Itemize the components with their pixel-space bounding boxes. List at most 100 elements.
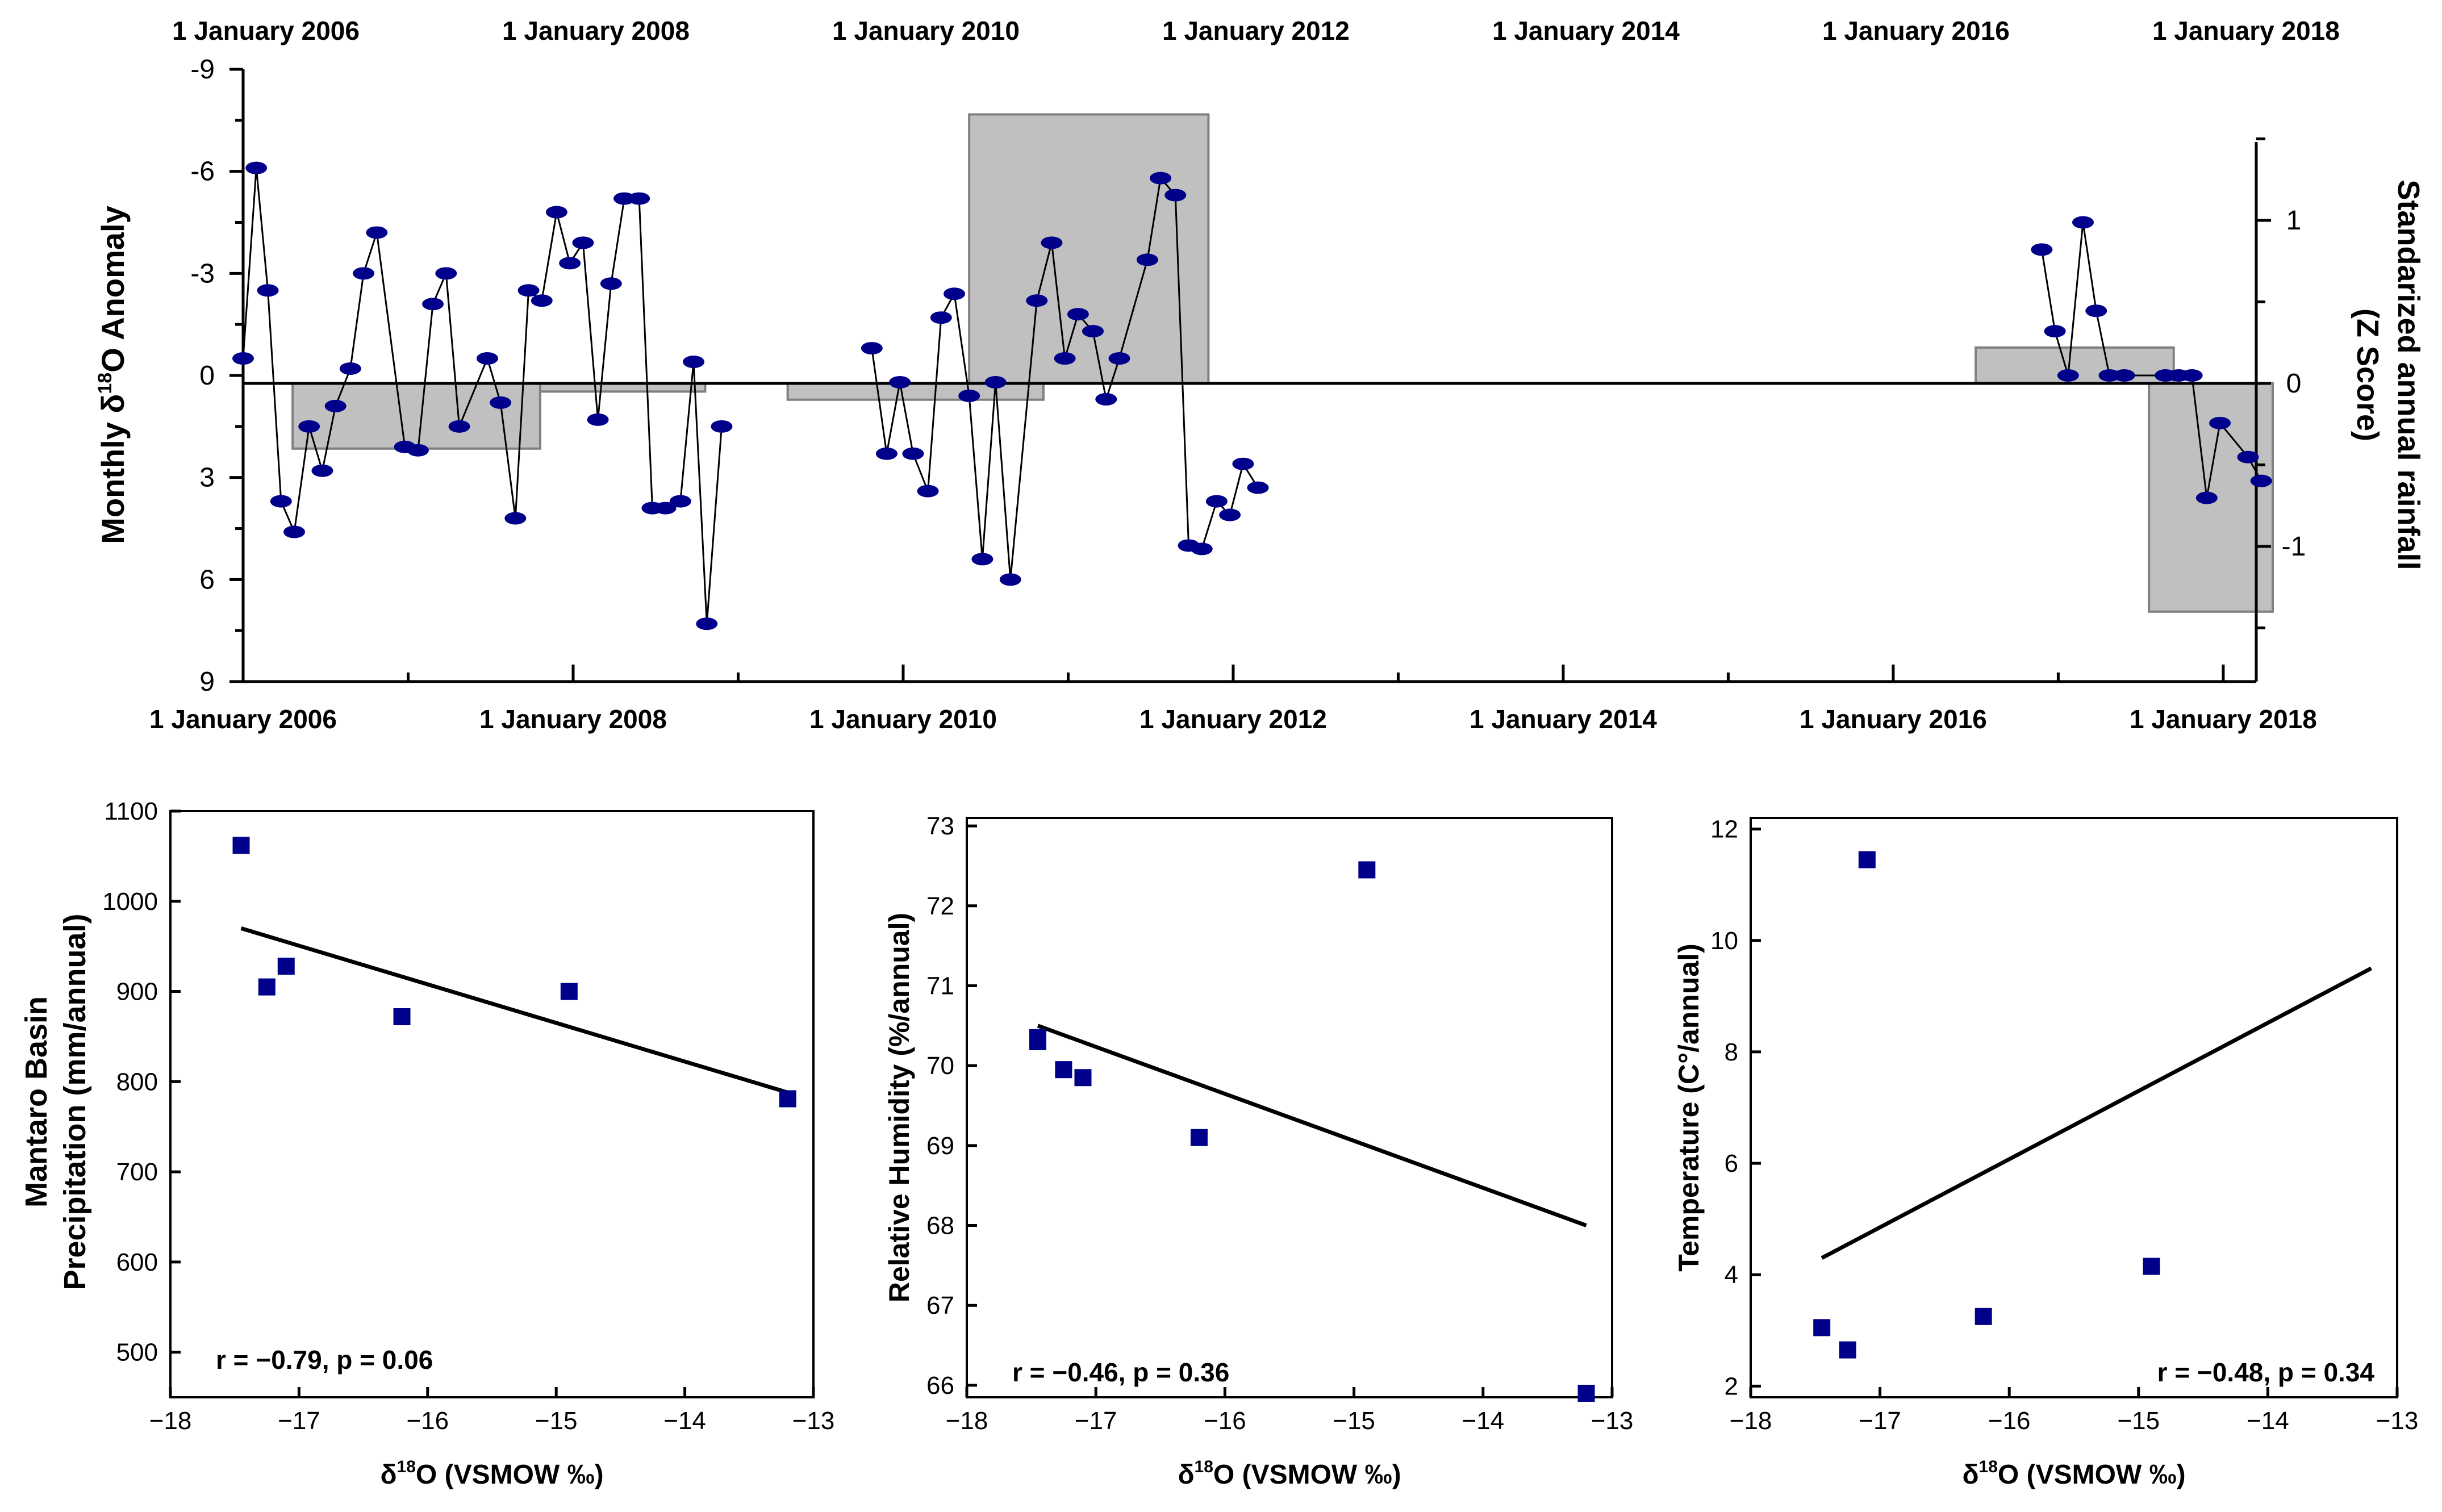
x-date-label-top: 1 January 2018 <box>2152 16 2340 45</box>
y-tick-label: 1000 <box>102 888 158 916</box>
x-axis-label: δ18O (VSMOW ‰) <box>380 1457 603 1490</box>
anomaly-line <box>2040 222 2262 498</box>
stat-annotation: r = −0.79, p = 0.06 <box>216 1345 433 1375</box>
stat-annotation: r = −0.48, p = 0.34 <box>2157 1358 2375 1387</box>
x-axis-label: δ18O (VSMOW ‰) <box>1178 1457 1401 1490</box>
anomaly-point <box>875 447 898 460</box>
y-axis-label: Temperature (C°/annual) <box>1673 943 1705 1272</box>
data-point <box>393 1008 411 1025</box>
y-tick-label: 3 <box>199 463 215 493</box>
y-tick-label: 0 <box>199 361 215 391</box>
anomaly-point <box>1150 172 1172 185</box>
anomaly-point <box>476 352 498 365</box>
anomaly-point <box>1247 481 1269 494</box>
x-label-delta: δ <box>1178 1460 1194 1490</box>
anomaly-point <box>531 294 553 307</box>
anomaly-point <box>2181 369 2203 382</box>
anomaly-point <box>407 444 429 457</box>
anomaly-point <box>917 484 939 498</box>
anomaly-point <box>587 413 609 426</box>
y-axis-label: Monthly δ18O Anomaly <box>94 206 131 544</box>
anomaly-point <box>600 277 622 290</box>
anomaly-point <box>422 298 444 311</box>
x-tick-label: −15 <box>535 1407 578 1435</box>
x-tick-label: −17 <box>1859 1407 1901 1435</box>
anomaly-point <box>490 396 512 409</box>
x-tick-label: −16 <box>1988 1407 2031 1435</box>
anomaly-point <box>999 573 1021 586</box>
y-tick-label: -3 <box>190 258 215 289</box>
data-point <box>277 958 295 975</box>
y-tick-label: 600 <box>116 1248 158 1276</box>
anomaly-point <box>2113 369 2135 382</box>
y-tick-label: 9 <box>199 667 215 697</box>
x-tick-label: −16 <box>406 1407 449 1435</box>
anomaly-point <box>1164 189 1187 202</box>
y-tick-label: 67 <box>926 1292 954 1319</box>
x-label-tail: O (VSMOW ‰) <box>416 1460 604 1490</box>
anomaly-point <box>324 399 347 412</box>
x-date-label-top: 1 January 2016 <box>1822 16 2010 45</box>
anomaly-point <box>559 257 581 270</box>
anomaly-point <box>366 226 388 239</box>
anomaly-point <box>1067 308 1089 321</box>
anomaly-point <box>1095 392 1117 406</box>
data-point <box>1190 1129 1208 1146</box>
anomaly-point <box>889 375 911 389</box>
x-tick-label: −14 <box>1462 1407 1504 1435</box>
x-date-label-bottom: 1 January 2012 <box>1139 704 1327 734</box>
anomaly-point <box>2072 216 2094 229</box>
anomaly-point <box>628 192 650 205</box>
x-date-label-top: 1 January 2008 <box>502 16 690 45</box>
y2-tick-label: 0 <box>2286 369 2302 399</box>
data-point <box>1358 861 1376 879</box>
plot-frame <box>169 810 815 1398</box>
x-date-label-top: 1 January 2012 <box>1162 16 1350 45</box>
y-tick-label: 700 <box>116 1158 158 1186</box>
x-tick-label: −18 <box>149 1407 192 1435</box>
y2-axis-label-line1: Standarized annual rainfall <box>2391 179 2426 570</box>
anomaly-point <box>613 192 636 205</box>
anomaly-point <box>232 352 254 365</box>
y-tick-label: 900 <box>116 978 158 1006</box>
y-tick-label: 500 <box>116 1339 158 1367</box>
y-tick-label: 66 <box>926 1372 954 1400</box>
anomaly-point <box>270 495 292 508</box>
anomaly-point <box>245 161 268 174</box>
rainfall-bar <box>786 382 1045 401</box>
x-date-label-bottom: 1 January 2008 <box>479 704 667 734</box>
anomaly-point <box>1041 236 1063 249</box>
y2-axis-label-line2: (Z Score) <box>2351 308 2385 441</box>
x-label-delta: δ <box>1962 1460 1978 1490</box>
regression-line <box>1821 966 2373 1260</box>
data-point <box>560 983 578 1000</box>
anomaly-point <box>2195 491 2218 504</box>
anomaly-point <box>696 617 718 630</box>
anomaly-point <box>683 356 705 369</box>
anomaly-point <box>1219 508 1241 521</box>
precipitation-scatter: −18 −17 −16 −15 −14 −13 500 600 700 800 900 1000 110… <box>19 797 834 1490</box>
y-tick-label: 12 <box>1710 816 1738 843</box>
data-point <box>1055 1061 1072 1079</box>
anomaly-point <box>902 447 924 460</box>
anomaly-point <box>435 267 457 280</box>
x-tick-label: −17 <box>1075 1407 1117 1435</box>
y-tick-label: -6 <box>190 157 215 187</box>
data-point <box>1074 1069 1092 1087</box>
anomaly-point <box>984 375 1007 389</box>
y-axis-label-line1: Mantaro Basin <box>19 996 53 1208</box>
anomaly-point <box>1205 495 1228 508</box>
y-tick-label: 1100 <box>104 797 158 825</box>
x-label-sup: 18 <box>397 1457 416 1476</box>
y-tick-label: 8 <box>1725 1038 1738 1066</box>
x-label-delta: δ <box>380 1460 396 1490</box>
y-tick-label: 71 <box>926 972 954 1000</box>
temperature-scatter: −18 −17 −16 −15 −14 −13 2 4 6 8 10 12 r = −0.48, p =… <box>1673 816 2418 1490</box>
y-tick-label: 69 <box>926 1132 954 1160</box>
x-label-sup: 18 <box>1979 1457 1998 1476</box>
data-point <box>1577 1384 1595 1402</box>
x-date-label-bottom: 1 January 2016 <box>1800 704 1987 734</box>
anomaly-line <box>242 168 723 624</box>
y-label-main: Monthly δ <box>95 394 131 544</box>
x-date-label-top: 1 January 2014 <box>1492 16 1680 45</box>
